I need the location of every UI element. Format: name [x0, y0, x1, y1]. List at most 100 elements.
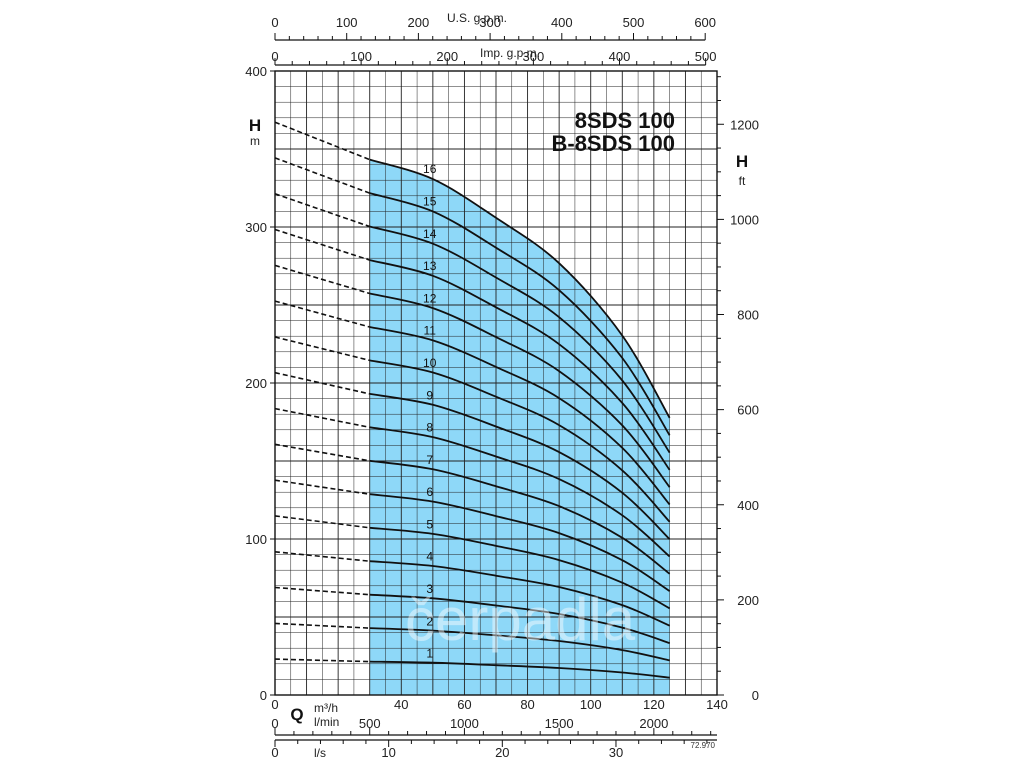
right-tick-label: 0	[752, 688, 759, 703]
curve-9	[369, 393, 671, 540]
left-tick-label: 300	[245, 220, 267, 235]
dashed-curve-6	[274, 479, 370, 495]
curve-label-11: 11	[423, 324, 436, 338]
operating-range-fill-group	[369, 159, 670, 696]
lmin-tick-label: 500	[359, 716, 381, 731]
chart-subtitle: B-8SDS 100	[551, 131, 675, 156]
x-tick-label: 120	[643, 697, 665, 712]
ls-tick-label: 30	[609, 745, 623, 760]
us-gpm-tick-label: 300	[479, 15, 501, 30]
curve-2	[369, 627, 670, 662]
right-axis-label: H	[736, 152, 748, 171]
top-axis-us-label: U.S. g.p.m.	[447, 11, 507, 25]
dashed-curve-10	[274, 336, 370, 362]
curve-8	[369, 426, 671, 558]
us-gpm-tick-label: 400	[551, 15, 573, 30]
curve-11	[369, 326, 671, 506]
right-axis-unit: ft	[739, 174, 746, 188]
x-axis-ls-unit: l/s	[314, 746, 326, 760]
right-tick-label: 600	[737, 403, 759, 418]
curve-label-16: 16	[423, 162, 437, 176]
left-tick-label: 200	[245, 376, 267, 391]
dashed-curve-4	[274, 551, 370, 562]
lmin-tick-label: 0	[271, 716, 278, 731]
dashed-curve-7	[274, 443, 370, 462]
x-tick-label: 100	[580, 697, 602, 712]
x-tick-label: 80	[520, 697, 534, 712]
lmin-tick-label: 1500	[545, 716, 574, 731]
curve-4	[369, 560, 670, 627]
curve-label-3: 3	[426, 582, 433, 596]
dashed-curve-9	[274, 371, 370, 395]
dashed-curve-3	[274, 586, 370, 596]
top-axis-imp-label: Imp. g.p.m.	[480, 46, 540, 60]
dashed-curve-14	[274, 193, 370, 228]
dashed-curve-5	[274, 515, 370, 529]
imp-gpm-tick-label: 0	[271, 49, 278, 64]
watermark-text: čerpadla	[405, 586, 636, 653]
dashed-curve-8	[274, 407, 370, 429]
curve-label-12: 12	[423, 291, 437, 305]
chart-title: 8SDS 100	[575, 108, 675, 133]
drawing-code: 72.970	[691, 741, 716, 750]
left-tick-label: 0	[260, 688, 267, 703]
curve-label-10: 10	[423, 356, 437, 370]
right-tick-label: 400	[737, 498, 759, 513]
operating-range-area	[369, 159, 670, 696]
x-axis-lmin-unit: l/min	[314, 715, 339, 729]
right-tick-label: 800	[737, 308, 759, 323]
dashed-curve-15	[274, 157, 370, 194]
right-tick-label: 200	[737, 593, 759, 608]
left-tick-label: 400	[245, 64, 267, 79]
right-tick-label: 1200	[730, 117, 759, 132]
dashed-curve-2	[274, 622, 370, 629]
curve-label-8: 8	[426, 421, 433, 435]
us-gpm-tick-label: 200	[408, 15, 430, 30]
curve-label-5: 5	[426, 518, 433, 532]
curve-12	[369, 292, 671, 488]
curve-1	[369, 660, 670, 679]
axes-group	[270, 33, 724, 747]
curve-10	[369, 359, 671, 523]
us-gpm-tick-label: 100	[336, 15, 358, 30]
curve-label-2: 2	[426, 614, 433, 628]
solid-curves-group	[369, 158, 671, 679]
x-tick-label: 0	[271, 697, 278, 712]
curve-label-15: 15	[423, 194, 437, 208]
right-tick-label: 1000	[730, 212, 759, 227]
x-tick-label: 40	[394, 697, 408, 712]
curve-label-1: 1	[426, 647, 433, 661]
lmin-tick-label: 1000	[450, 716, 479, 731]
dashed-curve-1	[274, 658, 370, 663]
imp-gpm-tick-label: 400	[609, 49, 631, 64]
us-gpm-tick-label: 600	[694, 15, 716, 30]
x-axis-unit: m³/h	[314, 701, 338, 715]
lmin-tick-label: 2000	[639, 716, 668, 731]
dashed-curve-11	[274, 300, 370, 328]
curve-16	[369, 158, 671, 419]
left-axis-label: H	[249, 116, 261, 135]
ls-tick-label: 0	[271, 745, 278, 760]
ls-tick-label: 20	[495, 745, 509, 760]
x-axis-label: Q	[290, 705, 303, 724]
curve-3	[369, 593, 670, 644]
imp-gpm-tick-label: 100	[350, 49, 372, 64]
curve-label-7: 7	[426, 453, 433, 467]
dashed-curve-13	[274, 228, 370, 261]
curve-label-13: 13	[423, 259, 437, 273]
x-tick-label: 140	[706, 697, 728, 712]
curve-5	[369, 526, 671, 610]
curve-label-4: 4	[426, 550, 433, 564]
grid-group	[275, 71, 717, 695]
dashed-curve-16	[274, 121, 370, 161]
imp-gpm-tick-label: 200	[436, 49, 458, 64]
curve-14	[369, 225, 671, 454]
curve-6	[369, 493, 671, 592]
ls-tick-label: 10	[381, 745, 395, 760]
x-tick-label: 60	[457, 697, 471, 712]
imp-gpm-tick-label: 300	[523, 49, 545, 64]
dashed-curves-group	[274, 121, 370, 663]
